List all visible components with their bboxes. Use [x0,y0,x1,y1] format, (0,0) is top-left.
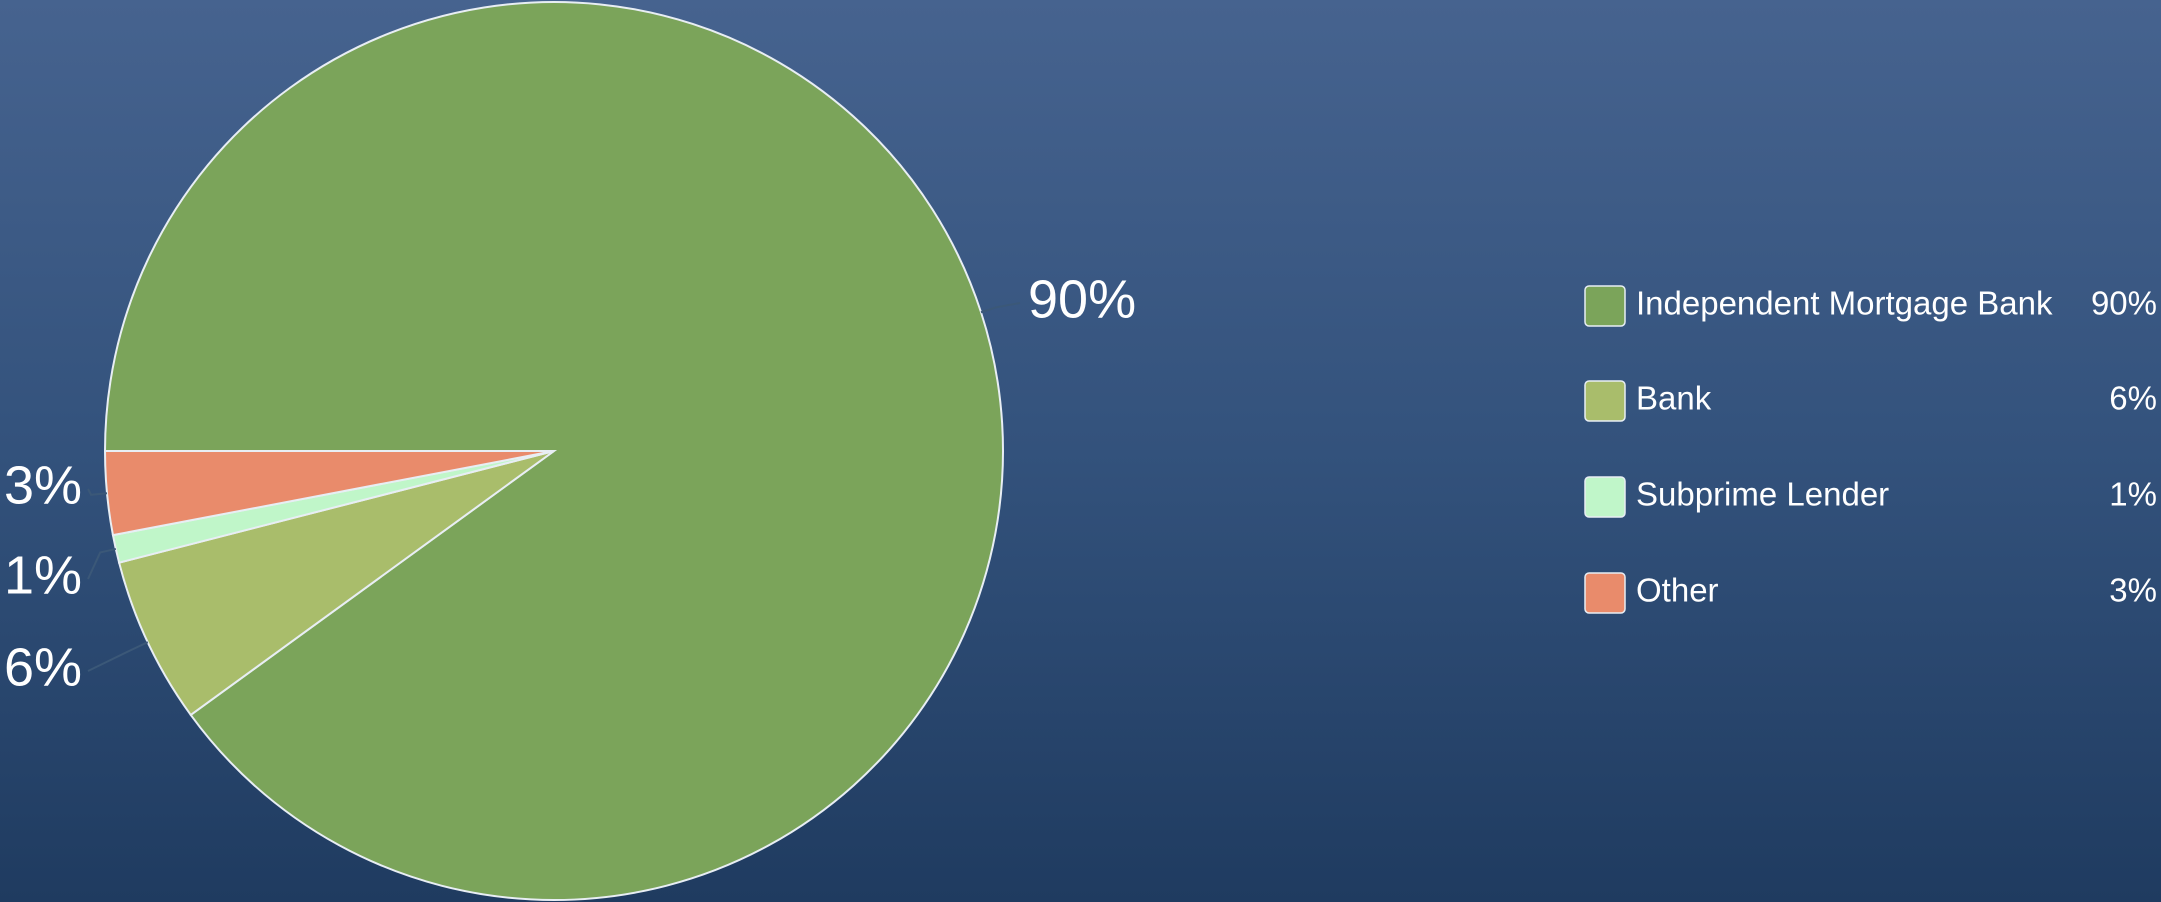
legend-swatch [1584,572,1626,614]
pie-slice [103,450,555,537]
leader-line [980,302,1021,314]
legend-value: 6% [2109,380,2157,417]
legend-value: 90% [2091,285,2157,322]
legend-label: Bank [1636,380,1712,417]
leader-line [87,488,108,496]
legend-swatch [1584,380,1626,422]
legend: Independent Mortgage Bank 90% Bank 6% Subpri… [1584,285,2157,614]
leader-line [87,641,149,672]
pie: 90% 6% 1% 3% [4,1,1136,902]
data-label: 90% [1028,269,1136,329]
data-label: 6% [4,637,82,697]
legend-value: 3% [2109,572,2157,609]
leader-line [87,547,117,580]
data-label: 1% [4,545,82,605]
legend-swatch [1584,476,1626,518]
legend-label: Independent Mortgage Bank [1636,285,2053,322]
data-label: 3% [4,455,82,515]
legend-label: Subprime Lender [1636,476,1889,513]
legend-value: 1% [2109,476,2157,513]
legend-label: Other [1636,572,1719,609]
legend-swatch [1584,285,1626,327]
